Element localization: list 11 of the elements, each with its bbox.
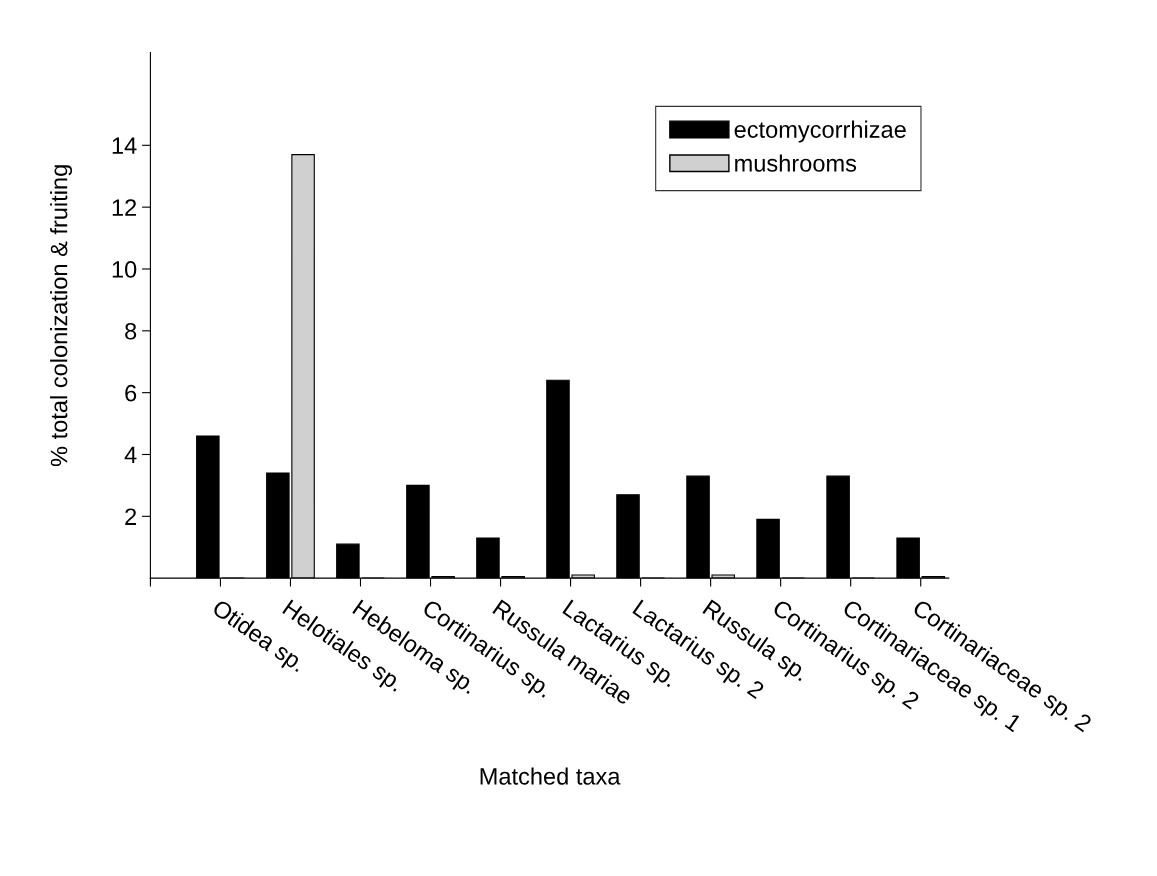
y-tick-label: 12 bbox=[112, 199, 137, 216]
y-tick-label: 6 bbox=[125, 384, 137, 402]
y-axis-title: % total colonization & fruiting bbox=[50, 165, 73, 467]
legend-label: mushrooms bbox=[735, 154, 857, 172]
y-tick-label: 2 bbox=[125, 508, 137, 525]
legend-label: ectomycorrhizae bbox=[734, 120, 906, 143]
y-tick-label: 14 bbox=[112, 137, 137, 154]
y-tick-label: 10 bbox=[112, 261, 137, 278]
x-axis-title: Matched taxa bbox=[480, 767, 621, 785]
y-tick-label: 4 bbox=[124, 446, 137, 464]
y-tick-label: 8 bbox=[125, 322, 137, 340]
